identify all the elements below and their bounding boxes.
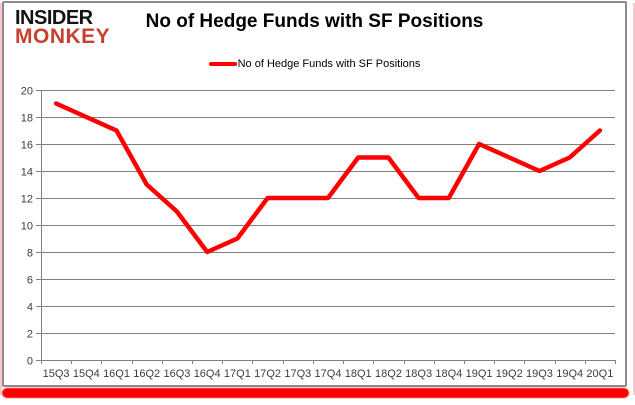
insider-monkey-logo: INSIDER MONKEY: [15, 7, 111, 49]
left-glow-edge: [0, 3, 2, 395]
logo-line-insider: INSIDER: [15, 7, 93, 29]
logo-line-monkey: MONKEY: [15, 25, 111, 49]
chart-frame: INSIDER MONKEY No of Hedge Funds with SF…: [2, 1, 627, 387]
chart-title: No of Hedge Funds with SF Positions: [145, 11, 484, 32]
right-glow-edge: [633, 3, 635, 395]
red-underline-bar: [2, 388, 629, 398]
legend: No of Hedge Funds with SF Positions: [208, 58, 421, 70]
legend-line-swatch: [208, 62, 237, 66]
legend-label: No of Hedge Funds with SF Positions: [237, 58, 421, 70]
